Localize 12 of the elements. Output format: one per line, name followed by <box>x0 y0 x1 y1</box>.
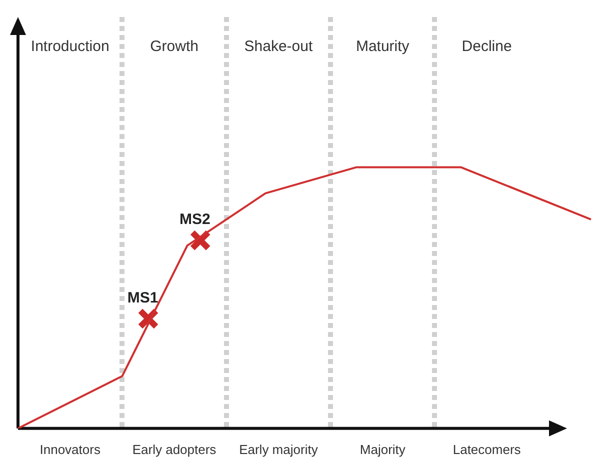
text: Shake-out <box>244 38 314 56</box>
text: Decline <box>462 38 512 56</box>
x-tick-label: Early adopters <box>132 442 217 457</box>
x-tick-label: Latecomers <box>452 442 522 457</box>
text: Maturity <box>356 38 410 56</box>
x-tick-label: Early majority <box>239 442 318 457</box>
text: Growth <box>150 38 198 56</box>
series-label: MS1 <box>127 289 158 306</box>
x-tick-label: Innovators <box>40 442 101 457</box>
series-label: MS2 <box>179 210 210 228</box>
x-tick-label: Majority <box>360 442 406 457</box>
text: Introduction <box>30 38 110 56</box>
